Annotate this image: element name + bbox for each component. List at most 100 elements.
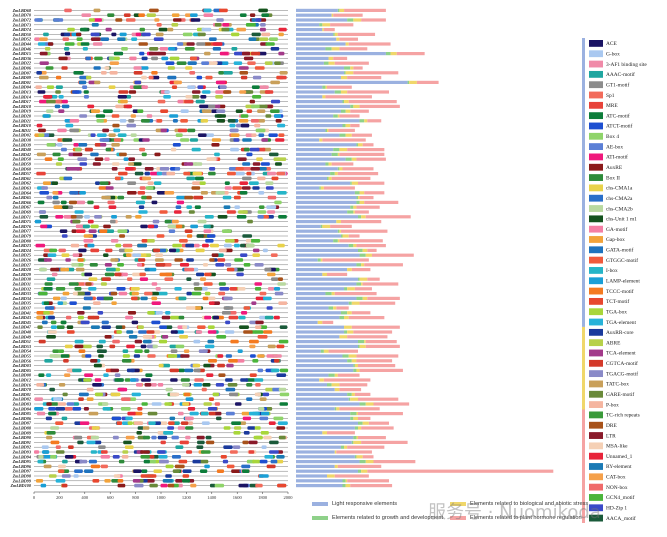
bar-growth — [340, 234, 343, 238]
motif-box — [170, 330, 178, 334]
motif-box — [58, 383, 66, 387]
motif-box — [58, 56, 68, 61]
bar-stress — [345, 124, 351, 128]
motif-box — [94, 143, 102, 147]
motif-box — [133, 354, 141, 358]
motif-box — [268, 133, 278, 137]
motif-box — [34, 407, 44, 411]
bar-stress — [344, 445, 348, 449]
gene-label: ZmLBD74 — [12, 27, 31, 32]
bar-hormone — [367, 119, 382, 123]
motif-box — [267, 195, 277, 200]
legend-swatch — [589, 132, 603, 140]
motif-box — [89, 263, 98, 267]
motif-box — [203, 8, 212, 13]
motif-box — [127, 181, 137, 185]
motif-box — [228, 315, 239, 320]
bar-growth — [385, 52, 391, 56]
motif-box — [72, 368, 82, 373]
bar-hormone — [347, 76, 382, 80]
motif-box — [132, 109, 139, 113]
motif-box — [38, 339, 46, 344]
motif-box — [186, 258, 194, 262]
motif-box — [84, 469, 94, 473]
gene-label: ZmLBD71 — [12, 214, 31, 219]
motif-box — [95, 114, 106, 118]
motif-box — [43, 301, 50, 305]
motif-box — [138, 205, 145, 209]
motif-box — [197, 219, 207, 224]
motif-box — [116, 287, 126, 291]
motif-box — [232, 445, 241, 449]
legend-swatch — [589, 421, 603, 429]
motif-box — [55, 90, 61, 94]
legend-label: LAMP-element — [606, 279, 640, 285]
motif-box — [42, 181, 51, 185]
bar-hormone — [358, 181, 385, 185]
motif-box — [83, 296, 93, 301]
motif-box — [191, 186, 201, 190]
motif-box — [247, 219, 253, 224]
motif-box — [112, 162, 120, 166]
gene-label: ZmLBD99 — [12, 478, 32, 483]
motif-box — [84, 215, 90, 219]
motif-legend: ACE G-box 3-AF1 binding site AAAC-motif GT1-… — [582, 38, 667, 523]
motif-box — [142, 138, 150, 142]
gene-label: ZmLBD79 — [12, 234, 32, 239]
motif-box — [272, 387, 281, 392]
bar-growth — [333, 32, 335, 36]
bar-growth — [328, 306, 334, 310]
motif-box — [241, 51, 251, 56]
motif-box — [144, 383, 152, 387]
bar-stress — [344, 316, 349, 320]
motif-box — [208, 397, 215, 401]
motif-box — [249, 373, 257, 377]
motif-box — [278, 339, 289, 344]
motif-box — [215, 80, 226, 85]
motif-box — [162, 335, 169, 339]
motif-box — [245, 239, 252, 243]
bar-stress — [351, 301, 360, 305]
motif-box — [72, 152, 83, 157]
legend-swatch — [589, 514, 603, 522]
motif-box — [205, 239, 214, 243]
motif-box — [133, 71, 143, 75]
motif-box — [75, 147, 82, 152]
legend-label: TGA-element — [606, 320, 636, 326]
motif-box — [101, 277, 111, 281]
motif-box — [214, 23, 222, 27]
motif-box — [276, 344, 285, 349]
bar-growth — [353, 368, 357, 372]
bar-light — [296, 124, 343, 128]
motif-box — [139, 51, 145, 56]
motif-box — [251, 32, 261, 37]
bar-light — [296, 128, 326, 132]
motif-box — [235, 171, 245, 176]
motif-box — [219, 8, 228, 13]
motif-box — [98, 445, 106, 449]
motif-box — [96, 349, 103, 353]
motif-box — [257, 368, 264, 373]
motif-box — [129, 56, 137, 61]
motif-box — [194, 162, 203, 166]
bar-hormone — [337, 464, 382, 468]
motif-box — [70, 215, 77, 219]
motif-box — [59, 229, 68, 233]
motif-box — [201, 421, 210, 425]
bar-hormone — [322, 258, 369, 262]
motif-box — [204, 215, 214, 219]
bar-growth — [356, 200, 360, 204]
motif-box — [153, 469, 162, 473]
gene-label: ZmLBD18 — [12, 104, 32, 109]
motif-box — [144, 267, 150, 272]
motif-box — [99, 229, 108, 233]
bar-growth — [356, 263, 362, 267]
legend-growth-label: Elements related to growth and developme… — [332, 515, 444, 521]
bar-light — [296, 52, 386, 56]
motif-box — [197, 440, 205, 445]
motif-box — [47, 253, 57, 257]
legend-label: TC-rich repeats — [606, 413, 640, 419]
motif-box — [157, 291, 168, 296]
motif-box — [234, 426, 242, 430]
motif-box — [266, 354, 274, 358]
